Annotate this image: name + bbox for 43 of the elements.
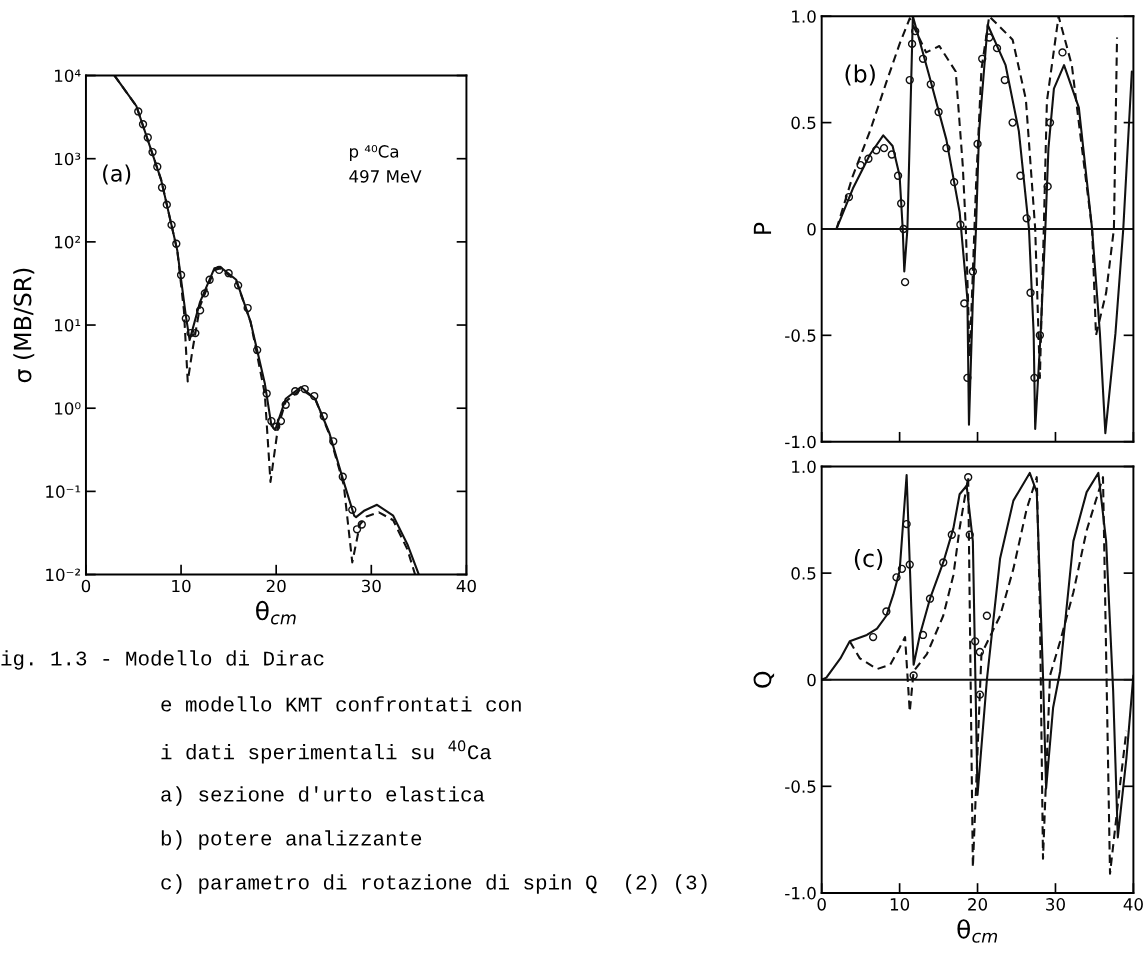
y-tick-label: 10¹ xyxy=(55,319,81,332)
y-tick-label: 1.0 xyxy=(792,460,816,474)
text: a) sezione d'urto elastica xyxy=(161,786,485,806)
x-tick-label: 0 xyxy=(817,898,826,911)
text: i dati sperimentali su $^{40}$Ca xyxy=(161,740,492,764)
y-tick-label: -0.5 xyxy=(785,780,816,793)
annotation: 497 MeV xyxy=(349,170,422,183)
annotation: (a) xyxy=(103,164,131,185)
y-tick-label: 10⁰ xyxy=(55,402,81,415)
text: ig. 1.3 - Modello di Dirac xyxy=(1,650,324,670)
x-tick-label: 10 xyxy=(172,579,191,593)
x-axis-title: θ$_{cm}$ xyxy=(957,919,998,943)
y-axis-title: P xyxy=(753,222,772,234)
y-tick-label: 0.5 xyxy=(791,567,816,580)
x-tick-label: 20 xyxy=(266,579,286,593)
x-tick-label: 10 xyxy=(890,898,910,911)
y-axis-title: σ (MB/SR) xyxy=(13,268,35,383)
y-tick-label: 0.5 xyxy=(791,116,816,130)
y-tick-label: 10⁻¹ xyxy=(46,485,81,498)
x-tick-label: 20 xyxy=(968,898,988,911)
y-tick-label: 10³ xyxy=(55,152,81,166)
x-tick-label: 40 xyxy=(456,579,476,593)
y-tick-label: -1.0 xyxy=(785,435,816,449)
y-tick-label: 10⁴ xyxy=(55,69,81,83)
annotation: p ⁴⁰Ca xyxy=(349,145,399,161)
y-axis-title: Q xyxy=(753,671,775,688)
annotation: (c) xyxy=(854,548,883,570)
x-axis-title: θ$_{cm}$ xyxy=(256,600,296,625)
y-tick-label: 10² xyxy=(55,235,81,249)
y-tick-label: -0.5 xyxy=(785,329,816,342)
x-tick-label: 40 xyxy=(1123,898,1143,911)
annotation: (b) xyxy=(845,64,875,86)
x-tick-label: 30 xyxy=(361,579,381,593)
text: b) potere analizzante xyxy=(161,830,422,850)
y-tick-label: 10⁻² xyxy=(46,568,81,582)
text: e modello KMT confrontati con xyxy=(161,696,521,712)
y-tick-label: 0 xyxy=(807,673,816,687)
y-tick-label: 0 xyxy=(807,222,816,236)
x-tick-label: 0 xyxy=(81,579,91,593)
text: c) parametro di rotazione di spin Q (2) (3) xyxy=(161,874,707,894)
y-tick-label: 1.0 xyxy=(792,10,816,23)
y-tick-label: -1.0 xyxy=(785,886,816,900)
x-tick-label: 30 xyxy=(1046,898,1065,911)
